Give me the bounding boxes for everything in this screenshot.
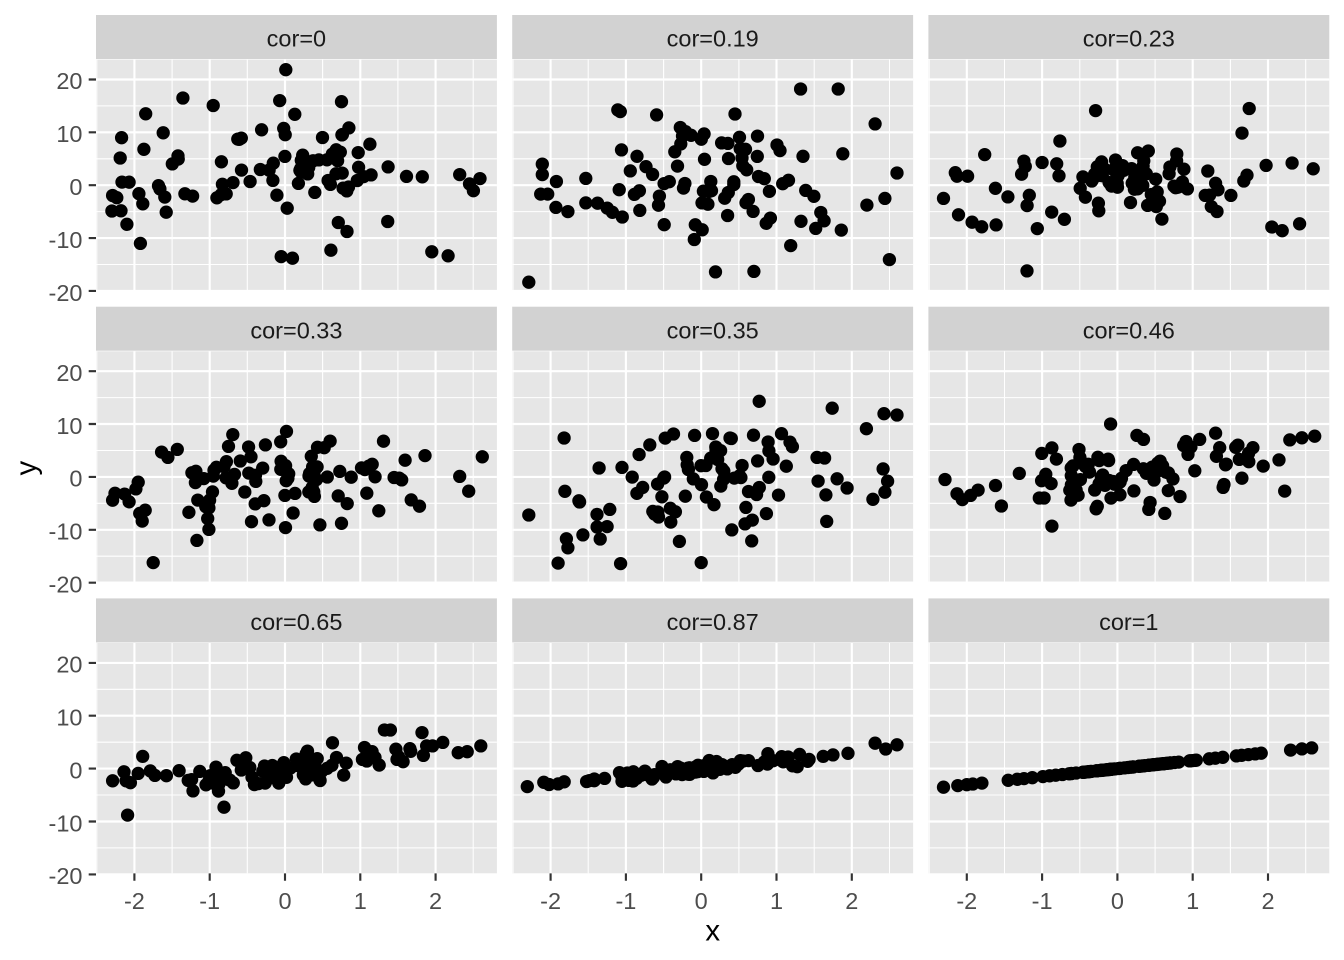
svg-text:-10: -10	[49, 227, 83, 253]
svg-text:0: 0	[278, 888, 291, 914]
svg-text:2: 2	[429, 888, 442, 914]
svg-text:cor=0.19: cor=0.19	[667, 26, 759, 52]
svg-text:10: 10	[56, 705, 82, 731]
svg-text:-2: -2	[124, 888, 145, 914]
svg-text:x: x	[705, 915, 720, 948]
svg-text:2: 2	[1261, 888, 1274, 914]
svg-text:0: 0	[69, 757, 82, 783]
svg-text:0: 0	[695, 888, 708, 914]
svg-text:1: 1	[770, 888, 783, 914]
svg-text:cor=0.65: cor=0.65	[250, 609, 342, 635]
svg-text:-20: -20	[49, 280, 83, 306]
svg-text:0: 0	[1111, 888, 1124, 914]
svg-text:-10: -10	[49, 810, 83, 836]
svg-text:20: 20	[56, 68, 82, 94]
svg-text:10: 10	[56, 413, 82, 439]
svg-text:cor=0.33: cor=0.33	[250, 317, 342, 343]
svg-text:0: 0	[69, 466, 82, 492]
svg-text:1: 1	[1186, 888, 1199, 914]
svg-text:cor=0.46: cor=0.46	[1083, 317, 1175, 343]
svg-text:20: 20	[56, 360, 82, 386]
svg-text:-1: -1	[1032, 888, 1053, 914]
svg-text:cor=0.35: cor=0.35	[667, 317, 759, 343]
svg-text:2: 2	[845, 888, 858, 914]
svg-text:-10: -10	[49, 519, 83, 545]
svg-text:-20: -20	[49, 863, 83, 889]
svg-text:-1: -1	[615, 888, 636, 914]
svg-text:10: 10	[56, 121, 82, 147]
svg-text:-20: -20	[49, 572, 83, 598]
svg-text:-2: -2	[956, 888, 977, 914]
svg-text:cor=0.23: cor=0.23	[1083, 26, 1175, 52]
svg-text:cor=1: cor=1	[1099, 609, 1158, 635]
svg-text:1: 1	[354, 888, 367, 914]
svg-text:y: y	[10, 461, 43, 476]
svg-text:cor=0.87: cor=0.87	[667, 609, 759, 635]
svg-text:0: 0	[69, 174, 82, 200]
svg-text:cor=0: cor=0	[267, 26, 326, 52]
svg-text:-2: -2	[540, 888, 561, 914]
svg-text:-1: -1	[199, 888, 220, 914]
svg-text:20: 20	[56, 652, 82, 678]
